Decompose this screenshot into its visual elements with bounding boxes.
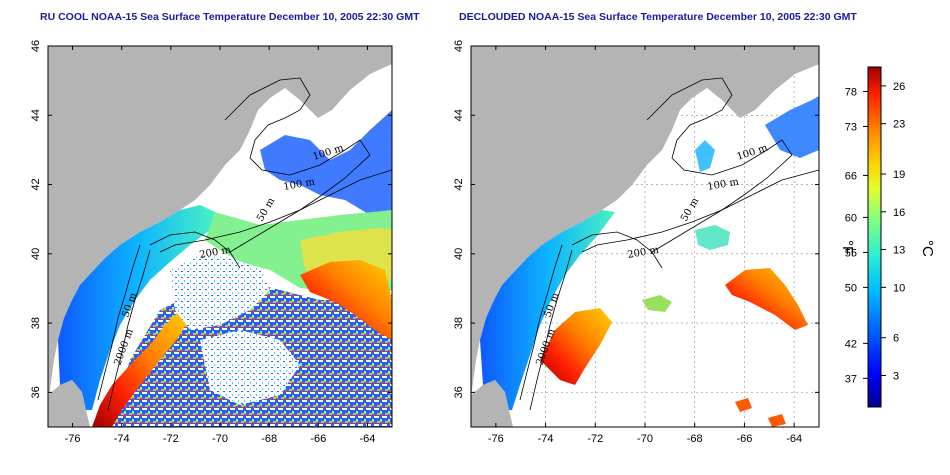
lon-tick-label: -76 — [488, 433, 504, 445]
fahrenheit-tick-label: 66 — [845, 170, 857, 182]
celsius-unit-label: °C — [919, 240, 936, 257]
lat-tick-label: 40 — [30, 248, 42, 260]
left-gulf-of-maine-water — [260, 110, 392, 215]
right-green-patch — [642, 295, 672, 312]
lon-tick-label: -68 — [261, 433, 277, 445]
lon-tick-label: -68 — [687, 433, 703, 445]
left-cloud-patch-2 — [200, 330, 300, 405]
left-map-panel: 100 m 100 m 50 m 200 m 50 m 2000 m -76 -7… — [30, 40, 393, 445]
left-land-mass — [48, 46, 392, 400]
fahrenheit-tick-label: 78 — [845, 86, 857, 98]
left-gulf-stream — [92, 310, 190, 427]
right-bathymetry-contours — [519, 77, 819, 411]
celsius-tick-label: 26 — [893, 81, 905, 93]
right-map-panel: 100 m 100 m 50 m 200 m 50 m 2000 m -76 -7… — [453, 40, 820, 445]
celsius-tick-label: 6 — [893, 333, 899, 345]
right-panel-title: DECLOUDED NOAA-15 Sea Surface Temperatur… — [459, 11, 857, 23]
right-warm-eddy — [725, 268, 808, 330]
celsius-tick-label: 19 — [893, 169, 905, 181]
right-slope-patch — [695, 225, 730, 250]
lon-tick-label: -70 — [212, 433, 228, 445]
left-panel-title: RU COOL NOAA-15 Sea Surface Temperature … — [40, 11, 420, 23]
lat-tick-label: 44 — [30, 109, 42, 121]
right-shelf-water — [480, 210, 615, 410]
right-land-south — [471, 380, 513, 427]
lon-tick-label: -66 — [310, 433, 326, 445]
lat-tick-label: 40 — [453, 248, 465, 260]
lon-tick-label: -76 — [65, 433, 81, 445]
right-shelf-patch — [695, 140, 715, 172]
lat-tick-label: 38 — [453, 317, 465, 329]
lon-tick-label: -74 — [538, 433, 554, 445]
fahrenheit-tick-label: 50 — [845, 282, 857, 294]
left-warm-core — [300, 260, 392, 340]
left-land-south — [48, 380, 90, 427]
celsius-tick-label: 23 — [893, 119, 905, 131]
fahrenheit-tick-label: 60 — [845, 212, 857, 224]
lat-tick-label: 42 — [453, 178, 465, 190]
right-axis-ticks: -76 -74 -72 -70 -68 -66 -64 36 38 40 42 44 46 — [453, 40, 819, 445]
right-land-mass — [471, 46, 819, 400]
colorbar-gradient — [867, 66, 882, 408]
fahrenheit-tick-label: 73 — [845, 121, 857, 133]
lat-tick-label: 44 — [453, 109, 465, 121]
celsius-tick-label: 3 — [893, 371, 899, 383]
lon-tick-label: -64 — [359, 433, 375, 445]
fahrenheit-tick-label: 55 — [845, 247, 857, 259]
right-warm-bits — [735, 398, 786, 427]
left-cloud-patch — [170, 255, 270, 330]
lon-tick-label: -72 — [587, 433, 603, 445]
fahrenheit-tick-label: 42 — [845, 338, 857, 350]
left-bathymetry-contours — [97, 77, 392, 411]
lon-tick-label: -64 — [786, 433, 802, 445]
lon-tick-label: -72 — [163, 433, 179, 445]
lat-tick-label: 46 — [30, 40, 42, 52]
colorbar-ticks: 26 23 19 16 13 10 6 3 78 73 66 60 55 50 42 37 — [845, 81, 906, 385]
right-warm-slope — [540, 308, 612, 385]
lat-tick-label: 36 — [30, 386, 42, 398]
lon-tick-label: -70 — [637, 433, 653, 445]
fahrenheit-unit-label: °F — [839, 240, 856, 255]
lat-tick-label: 46 — [453, 40, 465, 52]
lat-tick-label: 38 — [30, 317, 42, 329]
celsius-tick-label: 13 — [893, 245, 905, 257]
lon-tick-label: -66 — [736, 433, 752, 445]
celsius-tick-label: 10 — [893, 282, 905, 294]
fahrenheit-tick-label: 37 — [845, 373, 857, 385]
lon-tick-label: -74 — [114, 433, 130, 445]
left-axis-ticks: -76 -74 -72 -70 -68 -66 -64 36 38 40 42 44 46 — [30, 40, 392, 445]
lat-tick-label: 36 — [453, 386, 465, 398]
left-shelf-water — [58, 205, 215, 410]
celsius-tick-label: 16 — [893, 207, 905, 219]
colorbar: 26 23 19 16 13 10 6 3 78 73 66 60 55 50 42 37 °F °C — [839, 66, 936, 408]
lat-tick-label: 42 — [30, 178, 42, 190]
